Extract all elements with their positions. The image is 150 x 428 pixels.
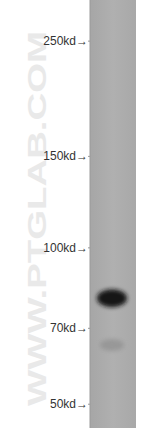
watermark: WWW.PTGLAB.COM [22,31,52,406]
blot-figure: WWW.PTGLAB.COM250kd→ 150kd→ 100kd→ 70kd→ 50k… [0,0,150,428]
axis-line [90,0,91,428]
tick-mark [88,247,90,248]
tick-mark [88,328,90,329]
bands [97,289,127,351]
tick-mark [88,404,90,405]
tick-label: 150kd→ [43,149,88,163]
tick-label: 100kd→ [43,241,88,255]
figure: WWW.PTGLAB.COM250kd→ 150kd→ 100kd→ 70kd→ 50k… [0,0,150,428]
tick-label: 50kd→ [50,397,88,411]
band [100,339,124,351]
tick-label: 250kd→ [43,34,88,48]
tick-label: 70kd→ [50,321,88,335]
band [97,289,127,307]
tick-mark [88,41,90,42]
lane [90,0,136,428]
tick-mark [88,156,90,157]
